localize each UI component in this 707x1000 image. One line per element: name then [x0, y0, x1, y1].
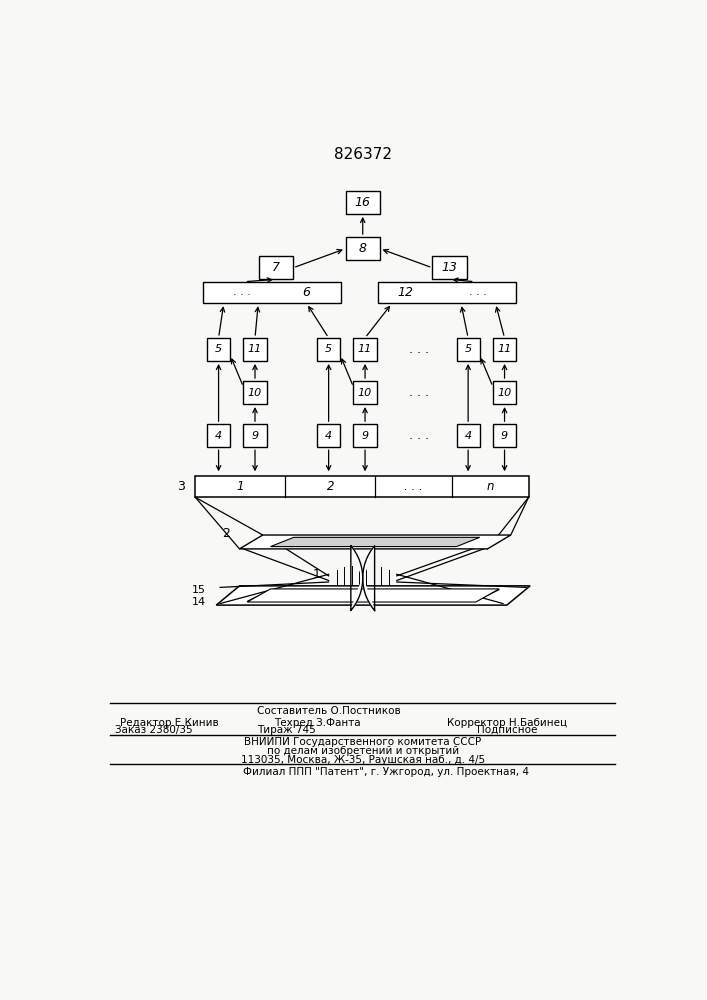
Text: 11: 11 [498, 344, 512, 354]
Text: 826372: 826372 [334, 147, 392, 162]
FancyBboxPatch shape [354, 338, 377, 361]
Text: 5: 5 [215, 344, 222, 354]
Text: 4: 4 [215, 431, 222, 441]
Text: Корректор Н.Бабинец: Корректор Н.Бабинец [447, 718, 567, 728]
Text: 14: 14 [192, 597, 206, 607]
Text: . . .: . . . [409, 429, 428, 442]
Text: 12: 12 [398, 286, 414, 299]
Text: 13: 13 [442, 261, 457, 274]
Text: 10: 10 [498, 388, 512, 398]
FancyBboxPatch shape [207, 338, 230, 361]
Text: 7: 7 [272, 261, 280, 274]
FancyBboxPatch shape [457, 338, 480, 361]
Text: Филиал ППП "Патент", г. Ужгород, ул. Проектная, 4: Филиал ППП "Патент", г. Ужгород, ул. Про… [243, 767, 530, 777]
FancyBboxPatch shape [203, 282, 341, 303]
Text: 8: 8 [358, 242, 367, 255]
Text: 9: 9 [501, 431, 508, 441]
Polygon shape [240, 535, 510, 549]
Text: . . .: . . . [409, 386, 428, 399]
Text: 113035, Москва, Ж-35, Раушская наб., д. 4/5: 113035, Москва, Ж-35, Раушская наб., д. … [240, 755, 485, 765]
Text: 3: 3 [177, 480, 185, 493]
Text: 10: 10 [358, 388, 372, 398]
Text: 16: 16 [355, 196, 370, 209]
Text: 1: 1 [237, 480, 244, 493]
Text: Редактор Е.Кинив: Редактор Е.Кинив [120, 718, 219, 728]
FancyBboxPatch shape [378, 282, 516, 303]
Text: 2: 2 [327, 480, 334, 493]
Polygon shape [271, 537, 480, 547]
FancyBboxPatch shape [317, 338, 340, 361]
FancyBboxPatch shape [493, 381, 516, 404]
FancyBboxPatch shape [317, 424, 340, 447]
Text: Подписное: Подписное [477, 725, 537, 735]
Text: 5: 5 [464, 344, 472, 354]
FancyBboxPatch shape [195, 476, 529, 497]
Text: 1: 1 [312, 568, 320, 581]
FancyBboxPatch shape [207, 424, 230, 447]
Text: . . .: . . . [404, 480, 423, 493]
Text: 9: 9 [361, 431, 368, 441]
FancyBboxPatch shape [346, 237, 380, 260]
Text: 4: 4 [325, 431, 332, 441]
Text: 6: 6 [303, 286, 310, 299]
Text: 2: 2 [223, 527, 230, 540]
FancyBboxPatch shape [493, 338, 516, 361]
FancyBboxPatch shape [457, 424, 480, 447]
Text: . . .: . . . [409, 343, 428, 356]
Text: 5: 5 [325, 344, 332, 354]
Text: 11: 11 [358, 344, 372, 354]
FancyBboxPatch shape [243, 424, 267, 447]
Text: Составитель О.Постников: Составитель О.Постников [257, 706, 400, 716]
Text: Тираж 745: Тираж 745 [257, 725, 315, 735]
FancyBboxPatch shape [354, 424, 377, 447]
FancyBboxPatch shape [346, 191, 380, 214]
Text: 15: 15 [192, 585, 206, 595]
FancyBboxPatch shape [354, 381, 377, 404]
Text: Техред З.Фанта: Техред З.Фанта [274, 718, 361, 728]
Text: 11: 11 [248, 344, 262, 354]
FancyBboxPatch shape [259, 256, 293, 279]
Text: . . .: . . . [233, 287, 251, 297]
Text: . . .: . . . [469, 287, 486, 297]
Polygon shape [351, 546, 375, 610]
FancyBboxPatch shape [493, 424, 516, 447]
Text: 10: 10 [248, 388, 262, 398]
Text: 9: 9 [252, 431, 259, 441]
Text: по делам изобретений и открытий: по делам изобретений и открытий [267, 746, 459, 756]
Text: Заказ 2380/35: Заказ 2380/35 [115, 725, 193, 735]
Text: n: n [486, 480, 494, 493]
Polygon shape [247, 589, 499, 602]
FancyBboxPatch shape [243, 338, 267, 361]
Text: ВНИИПИ Государственного комитета СССР: ВНИИПИ Государственного комитета СССР [244, 737, 481, 747]
FancyBboxPatch shape [433, 256, 467, 279]
Text: 4: 4 [464, 431, 472, 441]
Polygon shape [216, 586, 530, 605]
FancyBboxPatch shape [243, 381, 267, 404]
